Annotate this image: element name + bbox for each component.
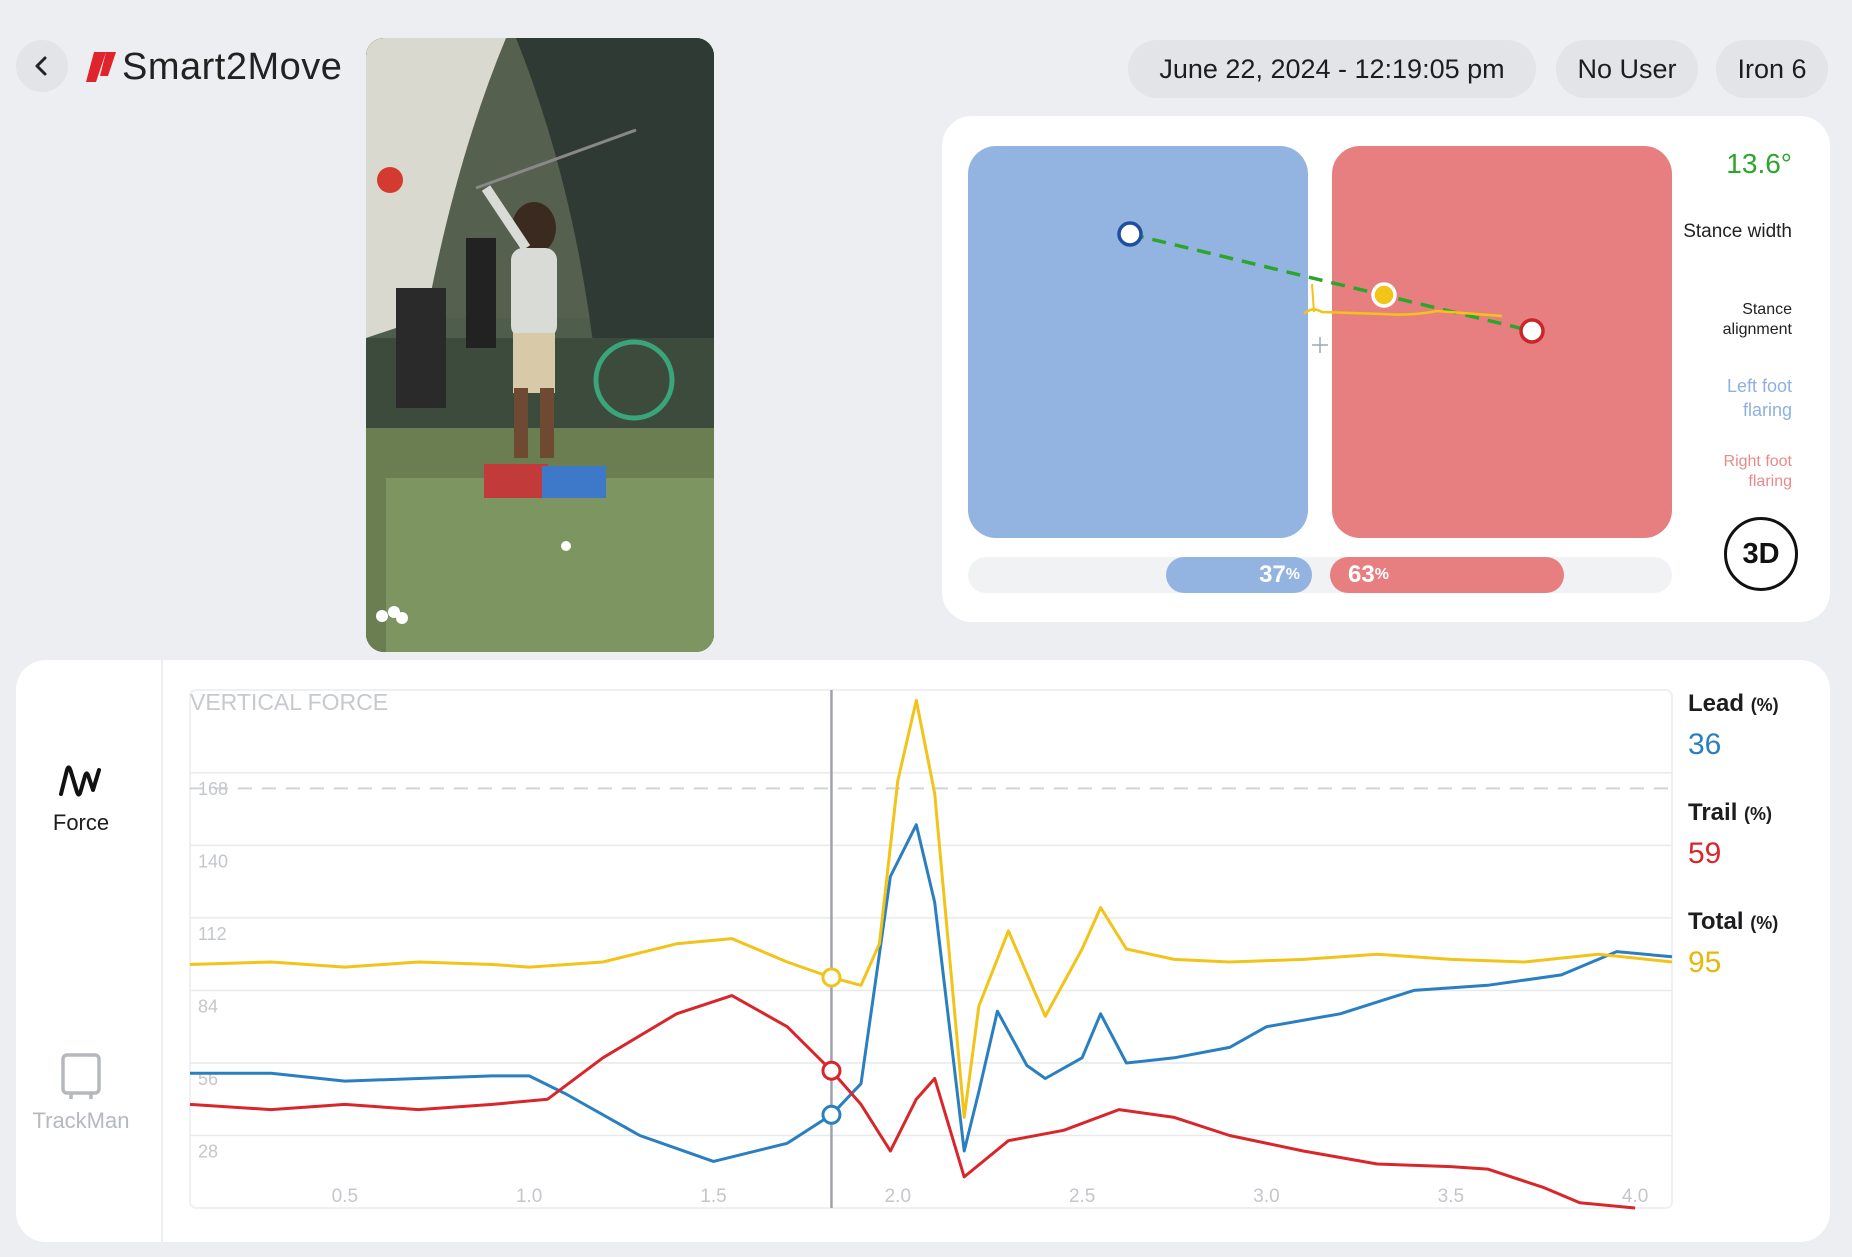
legend-trail-label: Trail (%) (1688, 799, 1772, 827)
x-tick-label: 0.5 (332, 1186, 358, 1207)
force-wave-icon (59, 765, 101, 797)
smart2move-logo-icon (86, 52, 116, 82)
swing-video[interactable] (366, 38, 714, 652)
legend-total-label: Total (%) (1688, 908, 1778, 936)
x-tick-label: 1.0 (516, 1186, 542, 1207)
right-weight-unit: % (1374, 566, 1389, 583)
stance-width-option[interactable]: Stance width (1683, 221, 1792, 242)
chevron-left-icon (35, 56, 47, 76)
nav-trackman[interactable]: TrackMan (0, 1052, 162, 1134)
left-foot-center-marker (1117, 221, 1143, 247)
x-tick-label: 2.0 (885, 1186, 911, 1207)
brand-logo: Smart2Move (86, 44, 342, 90)
stance-alignment-option[interactable]: Stance alignment (1722, 301, 1792, 338)
series-line-lead (190, 823, 1673, 1163)
legend-trail-value: 59 (1688, 837, 1722, 870)
legend-lead-label: Lead (%) (1688, 690, 1779, 718)
nav-force-label: Force (52, 810, 110, 835)
trackman-device-icon (61, 1053, 101, 1099)
right-weight-value: 63 (1348, 561, 1375, 588)
x-tick-label: 1.5 (700, 1186, 726, 1207)
weight-distribution-track (968, 557, 1672, 593)
y-tick-label: 168 (198, 779, 228, 799)
legend-trail-unit: (%) (1744, 804, 1773, 824)
left-foot-flaring-option[interactable]: Left foot flaring (1726, 376, 1792, 420)
legend-total-name: Total (1688, 908, 1744, 935)
left-weight-unit: % (1285, 566, 1300, 583)
x-tick-label: 2.5 (1069, 1186, 1095, 1207)
nav-force[interactable]: Force (0, 762, 162, 836)
center-of-pressure-marker (1371, 282, 1397, 308)
right-weight-bar: 63% (1330, 557, 1564, 593)
x-tick-label: 3.5 (1438, 1186, 1464, 1207)
y-tick-label: 84 (198, 996, 218, 1016)
stance-angle-value: 13.6° (1726, 148, 1792, 179)
legend-trail-name: Trail (1688, 799, 1738, 826)
left-weight-bar: 37% (1166, 557, 1312, 593)
brand-name: Smart2Move (122, 45, 343, 88)
view-3d-button[interactable]: 3D (1724, 517, 1798, 591)
series-line-total (189, 698, 1673, 1119)
card-divider (161, 660, 163, 1242)
right-foot-center-marker (1519, 318, 1545, 344)
cursor-marker-trail (821, 1060, 842, 1081)
back-button[interactable] (16, 40, 68, 92)
x-tick-label: 3.0 (1253, 1186, 1279, 1207)
left-foot-pad (968, 146, 1308, 538)
datetime-pill[interactable]: June 22, 2024 - 12:19:05 pm (1128, 40, 1536, 98)
legend-lead-name: Lead (1688, 690, 1745, 717)
y-tick-label: 140 (198, 851, 228, 871)
left-weight-value: 37 (1259, 561, 1286, 588)
legend-lead-value: 36 (1688, 728, 1722, 761)
nav-trackman-label: TrackMan (32, 1108, 130, 1133)
stance-alignment-overlay (1117, 221, 1545, 353)
legend-lead-unit: (%) (1750, 695, 1779, 715)
user-selector[interactable]: No User (1556, 40, 1698, 98)
y-tick-label: 112 (198, 924, 227, 944)
legend-total-unit: (%) (1750, 913, 1779, 933)
series-line-trail (189, 994, 1636, 1210)
video-frame-illustration (366, 38, 714, 652)
right-foot-flaring-option[interactable]: Right foot flaring (1723, 453, 1792, 490)
right-foot-pad (1332, 146, 1672, 538)
x-tick-label: 4.0 (1622, 1186, 1648, 1207)
y-tick-label: 28 (198, 1141, 218, 1161)
legend-total-value: 95 (1688, 946, 1722, 979)
club-selector[interactable]: Iron 6 (1716, 40, 1828, 98)
cursor-marker-lead (821, 1104, 842, 1125)
cursor-marker-total (821, 967, 842, 988)
chart-plot-area (189, 689, 1673, 1209)
chart-title: VERTICAL FORCE (190, 689, 388, 715)
